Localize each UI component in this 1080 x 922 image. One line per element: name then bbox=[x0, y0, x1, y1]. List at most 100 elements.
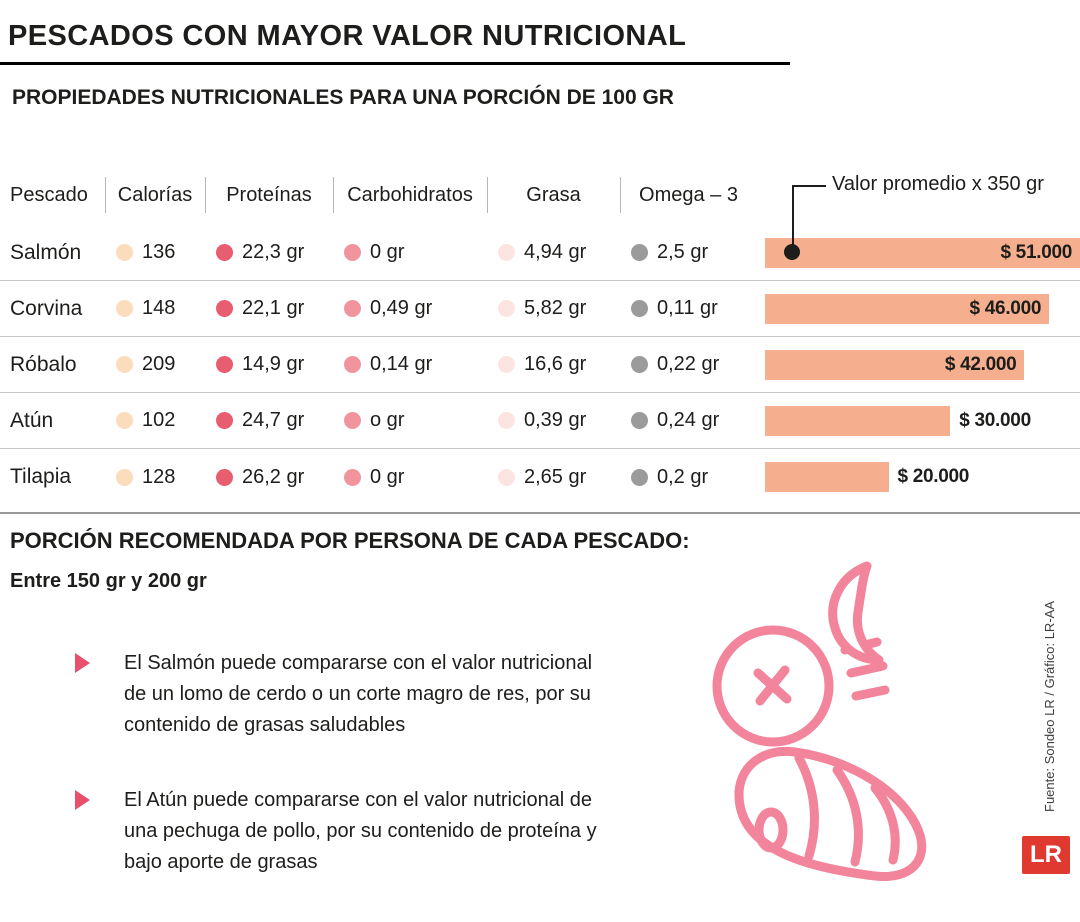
omega3-cell: 0,24 gr bbox=[620, 409, 757, 432]
fat-value: 16,6 gr bbox=[524, 353, 587, 375]
header-grasa: Grasa bbox=[487, 184, 620, 207]
header-carbohidratos: Carbohidratos bbox=[333, 184, 487, 207]
price-bar: $ 30.000 bbox=[765, 405, 1031, 436]
fat-cell: 4,94 gr bbox=[487, 241, 620, 264]
calories-dot bbox=[116, 356, 133, 373]
recommendation-bullets: El Salmón puede compararse con el valor … bbox=[75, 648, 640, 922]
price-bar-cell: $ 42.000 bbox=[757, 349, 1080, 380]
fillet-stripe bbox=[870, 783, 900, 865]
price-bar: $ 20.000 bbox=[765, 462, 969, 492]
fat-cell: 16,6 gr bbox=[487, 353, 620, 376]
fat-cell: 2,65 gr bbox=[487, 466, 620, 489]
section-divider bbox=[0, 512, 1080, 514]
protein-cell: 22,3 gr bbox=[205, 241, 333, 264]
table-row-tilapia: Tilapia 128 26,2 gr 0 gr 2,65 gr 0,2 gr … bbox=[0, 449, 1080, 505]
price-bar: $ 51.000 bbox=[765, 237, 1080, 268]
omega3-cell: 0,22 gr bbox=[620, 353, 757, 376]
header-omega3: Omega – 3 bbox=[620, 184, 757, 207]
omega3-dot bbox=[631, 244, 648, 261]
omega3-cell: 0,2 gr bbox=[620, 466, 757, 489]
protein-dot bbox=[216, 412, 233, 429]
price-bar-cell: $ 46.000 bbox=[757, 293, 1080, 324]
annotation-line-horizontal bbox=[792, 185, 826, 187]
recommendation-title: PORCIÓN RECOMENDADA POR PERSONA DE CADA … bbox=[10, 528, 690, 553]
carbs-cell: 0,14 gr bbox=[333, 353, 487, 376]
omega3-cell: 0,11 gr bbox=[620, 297, 757, 320]
price-bar-cell: $ 30.000 bbox=[757, 405, 1080, 436]
price-bar-cell: $ 51.000 bbox=[757, 237, 1080, 268]
protein-dot bbox=[216, 300, 233, 317]
calories-value: 128 bbox=[142, 465, 176, 488]
fat-value: 2,65 gr bbox=[524, 465, 587, 488]
carbs-dot bbox=[344, 244, 361, 261]
omega3-value: 0,2 gr bbox=[657, 465, 709, 488]
table-row-corvina: Corvina 148 22,1 gr 0,49 gr 5,82 gr 0,11… bbox=[0, 281, 1080, 337]
omega3-dot bbox=[631, 300, 648, 317]
fat-cell: 5,82 gr bbox=[487, 297, 620, 320]
carbs-dot bbox=[344, 300, 361, 317]
protein-dot bbox=[216, 244, 233, 261]
carbs-value: 0,14 gr bbox=[370, 353, 433, 375]
table-header-row: Pescado Calorías Proteínas Carbohidratos… bbox=[0, 165, 1080, 225]
fish-name: Róbalo bbox=[10, 352, 77, 376]
protein-dot bbox=[216, 468, 233, 486]
carbs-cell: 0 gr bbox=[333, 466, 487, 489]
header-proteinas: Proteínas bbox=[205, 184, 333, 207]
calories-dot bbox=[116, 300, 133, 317]
fillet-bone-ring bbox=[754, 807, 788, 853]
omega3-value: 0,24 gr bbox=[657, 409, 720, 431]
protein-value: 26,2 gr bbox=[242, 465, 305, 488]
salmon-illustration-icon bbox=[712, 561, 927, 881]
fish-name: Salmón bbox=[10, 240, 82, 264]
fish-steak-cross bbox=[753, 665, 792, 706]
bullet-text: El Atún puede compararse con el valor nu… bbox=[124, 789, 597, 873]
table-row-atun: Atún 102 24,7 gr o gr 0,39 gr 0,24 gr $ … bbox=[0, 393, 1080, 449]
carbs-dot bbox=[344, 468, 361, 486]
fillet-stripe bbox=[794, 753, 819, 861]
fish-name: Atún bbox=[10, 408, 54, 432]
protein-dot bbox=[216, 356, 233, 373]
carbs-value: 0 gr bbox=[370, 465, 405, 488]
omega3-value: 2,5 gr bbox=[657, 241, 709, 263]
fat-dot bbox=[498, 468, 515, 486]
source-credit: Fuente: Sondeo LR / Gráfico: LR-AA bbox=[1042, 601, 1057, 812]
protein-value: 22,3 gr bbox=[242, 241, 305, 263]
omega3-dot bbox=[631, 356, 648, 373]
fish-fin-crescent bbox=[828, 561, 884, 665]
calories-cell: 128 bbox=[105, 466, 205, 489]
price-label: $ 20.000 bbox=[897, 466, 970, 487]
protein-value: 22,1 gr bbox=[242, 297, 305, 319]
calories-cell: 102 bbox=[105, 409, 205, 432]
fish-fillet-outline bbox=[734, 746, 927, 881]
nutrition-table: Pescado Calorías Proteínas Carbohidratos… bbox=[0, 165, 1080, 505]
calories-value: 148 bbox=[142, 297, 176, 319]
calories-dot bbox=[116, 468, 133, 486]
recommendation-range: Entre 150 gr y 200 gr bbox=[10, 570, 207, 592]
protein-cell: 24,7 gr bbox=[205, 409, 333, 432]
calories-cell: 148 bbox=[105, 297, 205, 320]
price-label: $ 51.000 bbox=[1000, 241, 1072, 263]
header-calorias: Calorías bbox=[105, 184, 205, 207]
bullet-text: El Salmón puede compararse con el valor … bbox=[124, 652, 593, 736]
title-underline bbox=[0, 62, 790, 65]
calories-dot bbox=[116, 412, 133, 429]
carbs-dot bbox=[344, 356, 361, 373]
omega3-cell: 2,5 gr bbox=[620, 241, 757, 264]
bullet-item: El Atún puede compararse con el valor nu… bbox=[75, 785, 640, 878]
annotation-dot bbox=[784, 244, 800, 260]
lr-logo: LR bbox=[1022, 836, 1070, 874]
bar-annotation-label: Valor promedio x 350 gr bbox=[832, 173, 1044, 195]
omega3-value: 0,22 gr bbox=[657, 353, 720, 375]
omega3-value: 0,11 gr bbox=[657, 297, 718, 319]
protein-value: 14,9 gr bbox=[242, 353, 305, 375]
header-pescado: Pescado bbox=[10, 183, 88, 206]
carbs-dot bbox=[344, 412, 361, 429]
calories-cell: 209 bbox=[105, 353, 205, 376]
fat-dot bbox=[498, 356, 515, 373]
fish-steak-outline bbox=[712, 625, 834, 747]
infographic-page: PESCADOS CON MAYOR VALOR NUTRICIONAL PRO… bbox=[0, 0, 1080, 900]
price-label: $ 46.000 bbox=[969, 297, 1042, 319]
carbs-cell: 0,49 gr bbox=[333, 297, 487, 320]
fat-dot bbox=[498, 300, 515, 317]
carbs-value: 0,49 gr bbox=[370, 297, 433, 319]
